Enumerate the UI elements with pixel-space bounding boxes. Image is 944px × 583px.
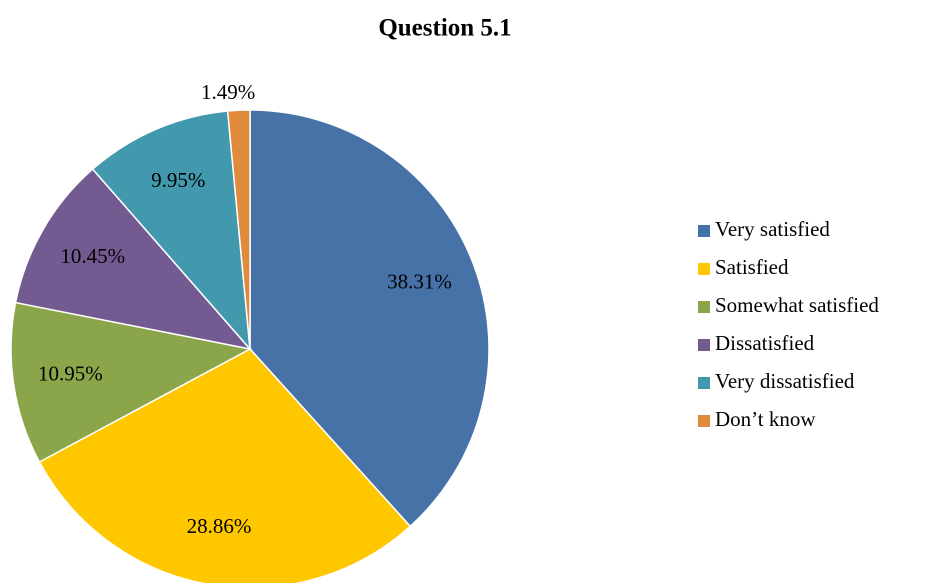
chart-title: Question 5.1 [378,15,511,42]
legend-label: Satisfied [715,255,789,279]
pie-slice [226,109,251,350]
legend-label: Don’t know [715,407,816,431]
legend-swatch [698,225,710,237]
legend-label: Dissatisfied [715,331,815,355]
data-label: 10.45% [60,244,125,268]
legend-swatch [698,339,710,351]
pie-slice [38,348,412,583]
data-label: 9.95% [151,168,205,192]
data-label: 1.49% [201,80,255,104]
legend-label: Very satisfied [715,217,830,241]
pie-slice [91,110,251,352]
legend-swatch [698,377,710,389]
pie-slice [14,168,253,351]
data-label: 38.31% [387,270,452,294]
pie-slice [249,109,490,528]
legend-swatch [698,301,710,313]
data-label: 10.95% [38,362,103,386]
legend-label: Very dissatisfied [715,369,855,393]
legend-swatch [698,415,710,427]
data-label: 28.86% [187,514,252,538]
legend-label: Somewhat satisfied [715,293,879,317]
legend-swatch [698,263,710,275]
pie-slice [10,301,253,463]
